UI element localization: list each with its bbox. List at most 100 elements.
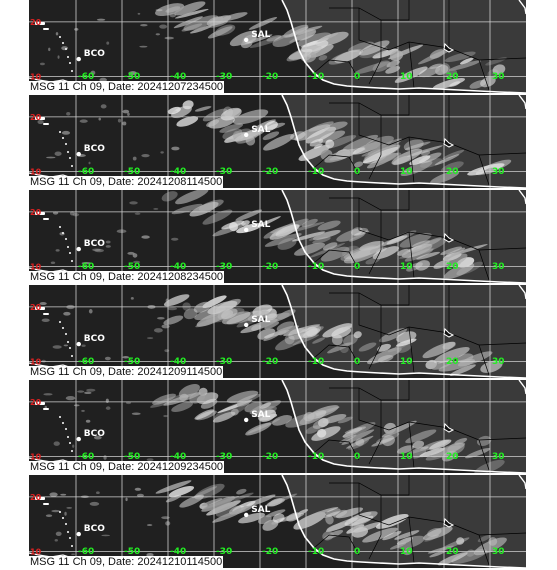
station-label: BCO bbox=[84, 334, 105, 344]
cloud bbox=[308, 121, 334, 132]
cloud bbox=[367, 347, 402, 365]
cloud bbox=[381, 420, 417, 438]
cloud bbox=[63, 344, 69, 347]
cloud bbox=[41, 359, 46, 363]
island bbox=[59, 36, 61, 38]
longitude-label: 10 bbox=[400, 452, 413, 462]
cloud bbox=[169, 12, 177, 18]
map-canvas: SAL BCO 20 10 -60 -50 -40 -30 -20 -10 0 10 20 30 bbox=[29, 0, 526, 93]
cloud bbox=[480, 76, 496, 88]
cloud bbox=[266, 498, 285, 507]
border-line bbox=[368, 400, 382, 465]
cloud bbox=[416, 251, 440, 260]
cloud bbox=[61, 130, 71, 135]
latitude-label: 20 bbox=[30, 18, 42, 27]
cloud bbox=[396, 445, 414, 454]
border-line bbox=[358, 388, 450, 431]
cloud bbox=[105, 240, 111, 244]
border-line bbox=[358, 293, 450, 336]
cloud bbox=[420, 158, 443, 168]
cloud bbox=[45, 514, 53, 517]
cloud bbox=[317, 220, 341, 231]
cloud bbox=[430, 442, 466, 458]
cloud bbox=[296, 32, 331, 47]
island bbox=[71, 450, 73, 452]
island bbox=[67, 531, 69, 533]
lake-chad bbox=[443, 422, 455, 433]
cloud bbox=[342, 325, 352, 330]
cloud bbox=[322, 414, 347, 424]
coastline bbox=[281, 190, 526, 283]
border-line bbox=[368, 210, 382, 275]
cloud bbox=[399, 248, 435, 259]
cloud bbox=[266, 34, 282, 42]
cloud bbox=[105, 245, 111, 248]
cloud bbox=[288, 328, 307, 340]
cloud bbox=[418, 66, 441, 78]
border-line bbox=[448, 380, 526, 441]
cloud bbox=[106, 41, 110, 45]
cloud bbox=[105, 398, 109, 404]
satellite-panel: SAL BCO 20 10 -60 -50 -40 -30 -20 -10 0 10 20 30 MSG … bbox=[29, 285, 526, 378]
panel-caption: MSG 11 Ch 09, Date: 20241209234500 bbox=[29, 461, 225, 473]
cloud bbox=[161, 191, 178, 202]
island bbox=[71, 165, 73, 167]
cloud bbox=[391, 148, 423, 165]
cloud bbox=[88, 161, 91, 165]
cloud bbox=[290, 131, 306, 141]
cloud bbox=[272, 513, 285, 523]
station-label: BCO bbox=[84, 524, 105, 534]
island bbox=[43, 503, 49, 505]
cloud bbox=[410, 238, 447, 255]
cloud bbox=[445, 253, 468, 267]
cloud bbox=[163, 392, 201, 406]
cloud bbox=[165, 6, 181, 13]
longitude-label: -10 bbox=[308, 262, 324, 272]
cloud bbox=[43, 393, 53, 396]
longitude-label: -10 bbox=[308, 452, 324, 462]
map-canvas: SAL BCO 20 10 -60 -50 -40 -30 -20 -10 0 10 20 30 bbox=[29, 380, 526, 473]
lake-chad bbox=[443, 232, 455, 243]
map-canvas: SAL BCO 20 10 -60 -50 -40 -30 -20 -10 0 10 20 30 bbox=[29, 285, 526, 378]
station-marker bbox=[76, 56, 81, 62]
longitude-label: -40 bbox=[170, 357, 186, 367]
station-label: SAL bbox=[251, 505, 270, 515]
station-label: SAL bbox=[251, 125, 270, 135]
island bbox=[59, 321, 61, 323]
cloud bbox=[320, 246, 350, 262]
island bbox=[65, 428, 67, 430]
cloud bbox=[269, 224, 300, 240]
longitude-label: -40 bbox=[170, 547, 186, 557]
border-line bbox=[478, 154, 490, 186]
longitude-label: -40 bbox=[170, 167, 186, 177]
cloud bbox=[277, 309, 296, 320]
cloud bbox=[122, 121, 127, 126]
cloud bbox=[125, 497, 128, 502]
latitude-label: 20 bbox=[30, 113, 42, 122]
caribbean-islands bbox=[35, 212, 73, 262]
caribbean-islands bbox=[35, 22, 73, 72]
longitude-label: -60 bbox=[78, 452, 94, 462]
cloud bbox=[372, 246, 400, 260]
cloud bbox=[209, 15, 232, 26]
border-line bbox=[368, 305, 382, 370]
island bbox=[43, 28, 49, 30]
island bbox=[69, 347, 71, 349]
cloud bbox=[322, 135, 357, 150]
cloud bbox=[66, 506, 73, 509]
cloud bbox=[362, 527, 398, 543]
border-line bbox=[313, 249, 360, 271]
cloud bbox=[405, 429, 437, 444]
longitude-label: -50 bbox=[124, 547, 140, 557]
cloud bbox=[81, 409, 85, 412]
cloud bbox=[37, 119, 44, 125]
caribbean-islands bbox=[35, 497, 73, 547]
cloud bbox=[85, 419, 91, 423]
cloud bbox=[221, 308, 238, 320]
cloud bbox=[449, 364, 476, 376]
cloud bbox=[61, 46, 68, 51]
cloud bbox=[364, 135, 394, 151]
cloud bbox=[409, 155, 431, 166]
cloud bbox=[101, 534, 110, 537]
cloud bbox=[116, 229, 127, 234]
